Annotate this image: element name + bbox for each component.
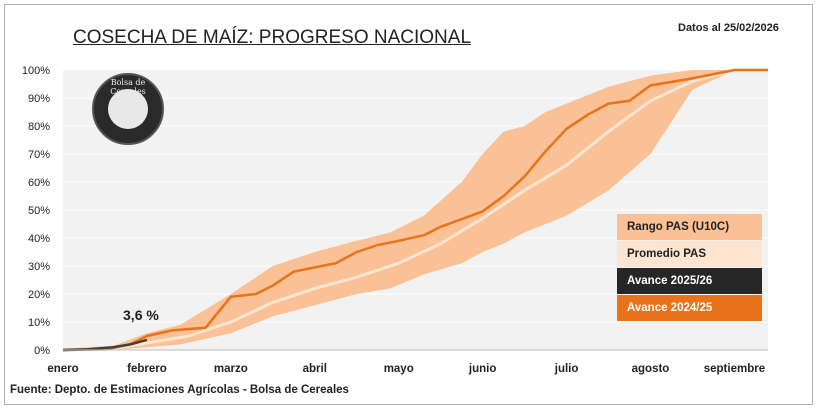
range-band (63, 70, 768, 350)
previous-line (62, 68, 768, 352)
source-note: Fuente: Depto. de Estimaciones Agrícolas… (10, 384, 349, 396)
legend-average: Promedio PAS (617, 241, 762, 267)
y-tick-label: 10% (28, 317, 50, 329)
y-tick-label: 0% (34, 345, 50, 357)
legend-range: Rango PAS (U10C) (617, 214, 762, 240)
y-tick-label: 80% (28, 121, 50, 133)
y-tick-label: 50% (28, 205, 50, 217)
x-tick-label: septiembre (704, 363, 765, 375)
average-line (62, 68, 768, 352)
legend-current: Avance 2025/26 (617, 268, 762, 294)
current-line (62, 338, 148, 352)
x-tick-label: enero (47, 363, 78, 375)
y-tick-label: 30% (28, 261, 50, 273)
y-tick-label: 100% (22, 65, 50, 77)
y-tick-label: 70% (28, 149, 50, 161)
data-date: Datos al 25/02/2026 (678, 22, 779, 34)
chart-title: COSECHA DE MAÍZ: PROGRESO NACIONAL (73, 27, 472, 48)
x-tick-label: abril (303, 363, 327, 375)
y-tick-label: 90% (28, 93, 50, 105)
x-tick-label: febrero (127, 363, 167, 375)
current-annotation: 3,6 % (123, 307, 159, 323)
x-tick-label: agosto (632, 363, 670, 375)
x-tick-label: junio (468, 363, 496, 375)
legend-previous: Avance 2024/25 (617, 295, 762, 321)
logo-emblem (108, 89, 148, 129)
x-tick-label: mayo (384, 363, 414, 375)
y-tick-label: 40% (28, 233, 50, 245)
bolsa-logo: Bolsa de Cereales (92, 73, 164, 145)
y-tick-label: 20% (28, 289, 50, 301)
y-tick-label: 60% (28, 177, 50, 189)
x-tick-label: julio (554, 363, 579, 375)
x-tick-label: marzo (214, 363, 248, 375)
